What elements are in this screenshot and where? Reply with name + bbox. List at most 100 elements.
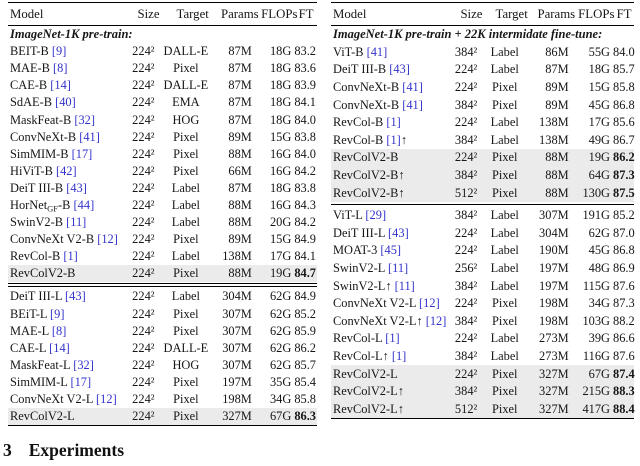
cell-size: 224²	[132, 61, 155, 76]
cell-target: Label	[490, 243, 519, 258]
cell-model: BEIT-B [9]	[8, 44, 126, 59]
cell-target: Label	[490, 44, 519, 59]
column-header-params: Params	[220, 6, 259, 21]
citation-link[interactable]: [40]	[55, 95, 76, 110]
cell-target: Pixel	[491, 366, 518, 381]
cell-ft: 84.0	[613, 44, 635, 59]
cell-params: 87M	[228, 78, 252, 93]
cell-flops: 18G	[269, 112, 292, 127]
citation-link[interactable]: [42]	[55, 163, 77, 178]
cell-ft: 86.2	[294, 340, 316, 355]
citation-link[interactable]: [11]	[66, 215, 87, 230]
column-header-model: Model	[10, 6, 44, 21]
citation-link[interactable]: [17]	[70, 374, 92, 389]
cell-ft: 88.3	[613, 384, 635, 399]
citation-link[interactable]: [1]	[385, 331, 400, 346]
citation-link[interactable]: [1]	[386, 115, 401, 130]
cell-target: Pixel	[173, 163, 199, 178]
cell-size: 224²	[454, 243, 478, 258]
model-name-text: SimMIM-B	[10, 146, 72, 161]
cell-flops: 20G	[269, 215, 292, 230]
model-name-text: MAE-B	[10, 61, 54, 76]
citation-link[interactable]: [8]	[51, 323, 67, 338]
cell-model: CAE-B [14]	[8, 78, 126, 93]
model-name-text: SimMIM-L	[10, 374, 71, 389]
cell-size: 224²	[454, 366, 478, 381]
citation-link[interactable]: [9]	[50, 306, 65, 321]
model-name-text: SwinV2-L	[333, 261, 388, 276]
citation-link[interactable]: [8]	[53, 61, 68, 76]
cell-params: 86M	[545, 44, 569, 59]
cell-flops: 62G	[269, 289, 292, 304]
citation-link[interactable]: [41]	[79, 129, 100, 144]
citation-link[interactable]: [32]	[74, 112, 96, 127]
model-name-text: RevColV2-L	[333, 366, 398, 381]
citation-link[interactable]: [41]	[402, 80, 423, 95]
cell-ft: 83.9	[294, 78, 316, 93]
cell-model: BEiT-L [9]	[8, 307, 126, 322]
table-row: SwinV2-B [11] 224² Label 88M 20G 84.2	[8, 214, 317, 231]
cell-flops: 48G	[588, 261, 610, 276]
citation-link[interactable]: [41]	[366, 44, 388, 59]
cell-flops: 45G	[588, 243, 610, 258]
citation-link[interactable]: [1]	[386, 132, 401, 147]
citation-link[interactable]: [43]	[388, 225, 409, 240]
table-row: SdAE-B [40] 224² EMA 87M 18G 84.1	[8, 94, 317, 111]
column-header-target: Target	[176, 6, 209, 21]
citation-link[interactable]: [12]	[97, 232, 118, 247]
citation-link[interactable]: [29]	[365, 208, 387, 223]
model-name-text: ConvNeXt-B	[333, 80, 403, 95]
citation-link[interactable]: [12]	[419, 296, 440, 311]
citation-link[interactable]: [14]	[49, 340, 70, 355]
model-name-text: -B	[58, 197, 74, 212]
cell-params: 138M	[539, 115, 569, 130]
citation-link[interactable]: [11]	[394, 278, 415, 293]
citation-link[interactable]: [32]	[73, 357, 94, 372]
citation-link[interactable]: [11]	[387, 261, 409, 276]
model-name-text: RevColV2-L↑	[333, 384, 404, 399]
table-row: DeiT III-B [43] 224² Label 87M 18G 83.8	[8, 180, 317, 197]
citation-link[interactable]: [9]	[51, 44, 67, 59]
citation-link[interactable]: [1]	[391, 348, 407, 363]
cell-flops: 67G	[588, 366, 610, 381]
table-row: ConvNeXt V2-L [12] 224² Pixel 198M 34G 85.8	[8, 391, 317, 408]
citation-link[interactable]: [45]	[380, 243, 402, 258]
cell-model: SimMIM-B [17]	[8, 147, 126, 162]
cell-ft: 84.9	[294, 232, 316, 247]
cell-flops: 115G	[582, 278, 610, 293]
citation-link[interactable]: [12]	[96, 392, 117, 407]
cell-params: 304M	[539, 225, 569, 240]
citation-link[interactable]: [17]	[71, 146, 93, 161]
table-row: BEiT-L [9] 224² Pixel 307M 62G 85.2	[8, 306, 317, 323]
citation-link[interactable]: [1]	[63, 249, 78, 264]
cell-target: DALL-E	[163, 340, 209, 355]
citation-link[interactable]: [43]	[389, 62, 410, 77]
cell-model: DeiT III-B [43]	[8, 181, 126, 196]
cell-size: 384²	[454, 313, 478, 328]
cell-size: 224²	[132, 232, 155, 247]
citation-link[interactable]: [43]	[66, 180, 87, 195]
cell-flops: 16G	[269, 146, 292, 161]
column-header-model: Model	[333, 6, 367, 21]
cell-flops: 18G	[269, 78, 292, 93]
cell-params: 198M	[222, 392, 252, 407]
cell-model: RevColV2-B	[8, 266, 126, 281]
cell-size: 384²	[454, 348, 478, 363]
citation-link[interactable]: [43]	[65, 289, 86, 304]
cell-ft: 85.8	[613, 80, 635, 95]
cell-params: 327M	[539, 401, 569, 416]
citation-link[interactable]: [41]	[402, 97, 423, 112]
citation-link[interactable]: [44]	[73, 197, 95, 212]
cell-params: 273M	[539, 348, 569, 363]
cell-params: 88M	[228, 266, 252, 281]
cell-params: 89M	[228, 232, 252, 247]
cell-size: 384²	[454, 278, 478, 293]
cell-params: 197M	[539, 278, 569, 293]
table-row: ConvNeXt V2-B [12] 224² Pixel 89M 15G 84.9	[8, 231, 317, 248]
citation-link[interactable]: [12]	[425, 313, 447, 328]
cell-model: RevColV2-B↑	[331, 168, 449, 183]
citation-link[interactable]: [14]	[50, 78, 71, 93]
cell-ft: 87.0	[613, 225, 635, 240]
table-row: SimMIM-L [17] 224² Pixel 197M 35G 85.4	[8, 374, 317, 391]
cell-flops: 191G	[582, 208, 610, 223]
